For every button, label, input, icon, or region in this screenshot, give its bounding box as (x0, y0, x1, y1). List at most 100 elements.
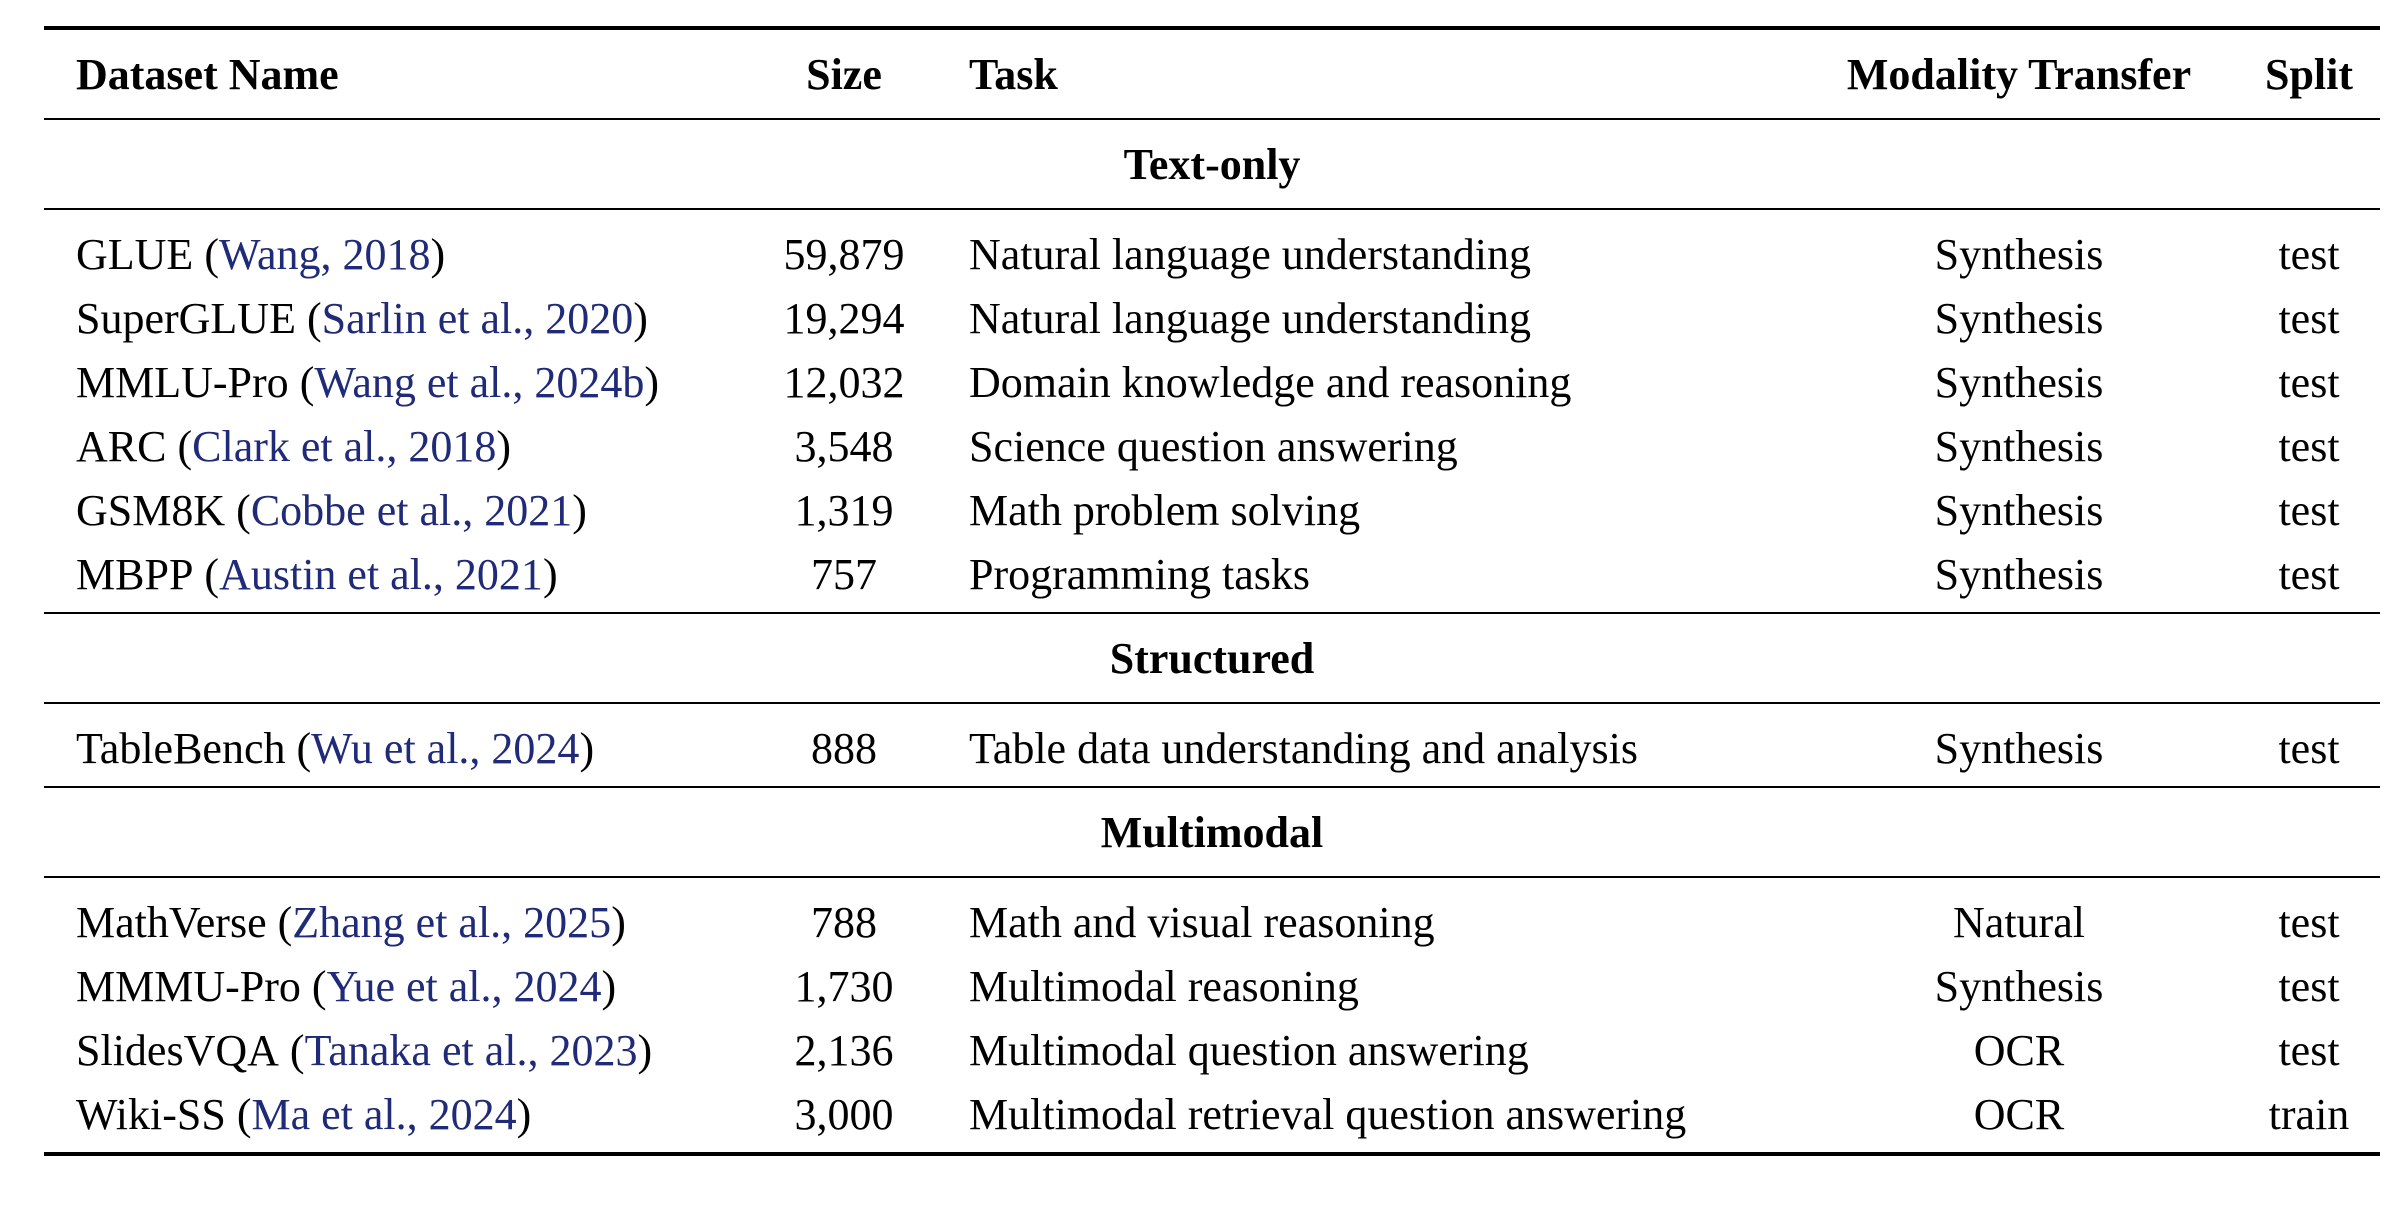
table-row: Wiki-SS (Ma et al., 2024) 3,000 Multimod… (44, 1082, 2380, 1146)
section-rule (44, 702, 2380, 704)
modality-cell: Natural (1953, 897, 2085, 947)
dataset-name-cell: Wiki-SS (Ma et al., 2024) (76, 1089, 532, 1139)
dataset-name: GLUE (76, 229, 194, 279)
dataset-name-cell: GSM8K (Cobbe et al., 2021) (76, 485, 587, 535)
dataset-name-cell: GLUE (Wang, 2018) (76, 229, 446, 279)
size-cell: 3,548 (794, 421, 894, 471)
top-rule (44, 26, 2380, 30)
task-cell: Domain knowledge and reasoning (969, 357, 1572, 407)
size-cell: 757 (811, 549, 877, 599)
bottom-rule (44, 1152, 2380, 1156)
split-cell: test (2278, 357, 2340, 407)
section-title: Text-only (1123, 139, 1301, 189)
dataset-name-cell: MMLU-Pro (Wang et al., 2024b) (76, 357, 660, 407)
size-cell: 1,319 (794, 485, 894, 535)
dataset-name: SuperGLUE (76, 293, 296, 343)
size-cell: 59,879 (783, 229, 905, 279)
dataset-name: GSM8K (76, 485, 226, 535)
citation-link[interactable]: Sarlin et al., 2020 (321, 293, 634, 343)
table-row: MMLU-Pro (Wang et al., 2024b) 12,032 Dom… (44, 350, 2380, 414)
task-cell: Natural language understanding (969, 229, 1532, 279)
task-cell: Multimodal question answering (969, 1025, 1529, 1075)
table-row: SuperGLUE (Sarlin et al., 2020) 19,294 N… (44, 286, 2380, 350)
size-cell: 888 (811, 723, 877, 773)
table-header: Dataset Name Size Task Modality Transfer… (44, 30, 2380, 118)
table-row: GSM8K (Cobbe et al., 2021) 1,319 Math pr… (44, 478, 2380, 542)
section-heading-text-only: Text-only (44, 120, 2380, 208)
split-cell: test (2278, 961, 2340, 1011)
header-modality-transfer: Modality Transfer (1846, 49, 2192, 99)
dataset-name-cell: ARC (Clark et al., 2018) (76, 421, 512, 471)
header-dataset-name: Dataset Name (76, 49, 339, 99)
size-cell: 3,000 (794, 1089, 894, 1139)
modality-cell: Synthesis (1934, 549, 2104, 599)
citation-link[interactable]: Wu et al., 2024 (311, 723, 580, 773)
header-split: Split (2264, 49, 2354, 99)
citation-link[interactable]: Austin et al., 2021 (219, 549, 543, 599)
table-row: ARC (Clark et al., 2018) 3,548 Science q… (44, 414, 2380, 478)
task-cell: Programming tasks (969, 549, 1310, 599)
table-row: MathVerse (Zhang et al., 2025) 788 Math … (44, 890, 2380, 954)
citation-link[interactable]: Cobbe et al., 2021 (250, 485, 573, 535)
section-title: Multimodal (1100, 807, 1324, 857)
split-cell: test (2278, 897, 2340, 947)
section-rule (44, 876, 2380, 878)
size-cell: 788 (811, 897, 877, 947)
split-cell: test (2278, 1025, 2340, 1075)
section-heading-multimodal: Multimodal (44, 788, 2380, 876)
split-cell: train (2268, 1089, 2350, 1139)
dataset-name-cell: SlidesVQA (Tanaka et al., 2023) (76, 1025, 653, 1075)
citation-link[interactable]: Wang, 2018 (218, 229, 431, 279)
modality-cell: Synthesis (1934, 421, 2104, 471)
task-cell: Table data understanding and analysis (969, 723, 1638, 773)
dataset-name-cell: MathVerse (Zhang et al., 2025) (76, 897, 626, 947)
header-size: Size (806, 49, 882, 99)
section-heading-structured: Structured (44, 614, 2380, 702)
table-row: TableBench (Wu et al., 2024) 888 Table d… (44, 716, 2380, 780)
citation-link[interactable]: Zhang et al., 2025 (292, 897, 612, 947)
split-cell: test (2278, 229, 2340, 279)
modality-cell: OCR (1973, 1025, 2065, 1075)
dataset-name: MMLU-Pro (76, 357, 289, 407)
table-row: MMMU-Pro (Yue et al., 2024) 1,730 Multim… (44, 954, 2380, 1018)
section-rule (44, 208, 2380, 210)
table-row: SlidesVQA (Tanaka et al., 2023) 2,136 Mu… (44, 1018, 2380, 1082)
task-cell: Multimodal reasoning (969, 961, 1359, 1011)
dataset-name: TableBench (76, 723, 286, 773)
dataset-name: MMMU-Pro (76, 961, 301, 1011)
split-cell: test (2278, 421, 2340, 471)
citation-link[interactable]: Clark et al., 2018 (192, 421, 497, 471)
task-cell: Multimodal retrieval question answering (969, 1089, 1687, 1139)
modality-cell: Synthesis (1934, 961, 2104, 1011)
task-cell: Math and visual reasoning (969, 897, 1435, 947)
task-cell: Math problem solving (969, 485, 1361, 535)
dataset-name-cell: MMMU-Pro (Yue et al., 2024) (76, 961, 617, 1011)
modality-cell: Synthesis (1934, 357, 2104, 407)
citation-link[interactable]: Wang et al., 2024b (314, 357, 645, 407)
dataset-name-cell: MBPP (Austin et al., 2021) (76, 549, 558, 599)
citation-link[interactable]: Ma et al., 2024 (251, 1089, 517, 1139)
section-title: Structured (1109, 633, 1315, 683)
modality-cell: Synthesis (1934, 293, 2104, 343)
split-cell: test (2278, 723, 2340, 773)
split-cell: test (2278, 549, 2340, 599)
dataset-table: Dataset Name Size Task Modality Transfer… (44, 26, 2380, 1156)
split-cell: test (2278, 293, 2340, 343)
header-rule (44, 118, 2380, 120)
dataset-name: ARC (76, 421, 167, 471)
dataset-name: MathVerse (76, 897, 267, 947)
modality-cell: OCR (1973, 1089, 2065, 1139)
citation-link[interactable]: Tanaka et al., 2023 (304, 1025, 638, 1075)
size-cell: 19,294 (783, 293, 905, 343)
size-cell: 2,136 (794, 1025, 894, 1075)
citation-link[interactable]: Yue et al., 2024 (326, 961, 602, 1011)
dataset-name-cell: TableBench (Wu et al., 2024) (76, 723, 595, 773)
modality-cell: Synthesis (1934, 485, 2104, 535)
dataset-name: Wiki-SS (76, 1089, 226, 1139)
table-row: GLUE (Wang, 2018) 59,879 Natural languag… (44, 222, 2380, 286)
split-cell: test (2278, 485, 2340, 535)
modality-cell: Synthesis (1934, 229, 2104, 279)
modality-cell: Synthesis (1934, 723, 2104, 773)
dataset-name-cell: SuperGLUE (Sarlin et al., 2020) (76, 293, 648, 343)
dataset-name: MBPP (76, 549, 194, 599)
